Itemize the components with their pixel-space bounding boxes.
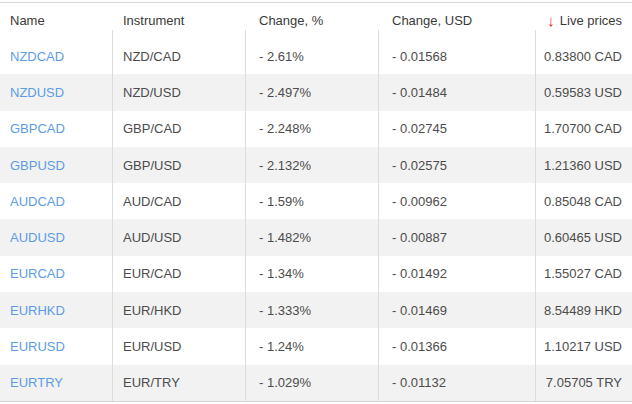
table-row: AUDUSD AUD/USD - 1.482% - 0.00887 0.6046… <box>0 219 632 255</box>
change-pct-cell: - 1.029% <box>245 375 378 390</box>
instrument-cell: EUR/USD <box>112 339 245 354</box>
change-usd-cell: - 0.02575 <box>378 158 535 173</box>
live-price-cell: 7.05705 TRY <box>535 375 632 390</box>
pair-name-link[interactable]: GBPCAD <box>10 121 65 136</box>
pair-name-link[interactable]: EURCAD <box>10 266 65 281</box>
live-price-cell: 0.60465 USD <box>535 230 632 245</box>
column-header-instrument[interactable]: Instrument <box>112 13 245 28</box>
column-divider <box>112 30 113 401</box>
live-price-cell: 0.83800 CAD <box>535 49 632 64</box>
live-price-cell: 1.10217 USD <box>535 339 632 354</box>
column-header-live-prices-label: Live prices <box>560 13 622 28</box>
change-usd-cell: - 0.02745 <box>378 121 535 136</box>
instrument-cell: GBP/USD <box>112 158 245 173</box>
table-row: GBPUSD GBP/USD - 2.132% - 0.02575 1.2136… <box>0 147 632 183</box>
pair-name-link[interactable]: AUDCAD <box>10 194 65 209</box>
change-usd-cell: - 0.00887 <box>378 230 535 245</box>
instrument-cell: EUR/HKD <box>112 303 245 318</box>
change-usd-cell: - 0.01484 <box>378 85 535 100</box>
instrument-cell: NZD/CAD <box>112 49 245 64</box>
instrument-cell: AUD/USD <box>112 230 245 245</box>
pair-name-link[interactable]: GBPUSD <box>10 158 65 173</box>
change-pct-cell: - 1.482% <box>245 230 378 245</box>
live-price-cell: 8.54489 HKD <box>535 303 632 318</box>
column-divider <box>245 30 246 401</box>
column-header-change-usd[interactable]: Change, USD <box>378 13 535 28</box>
live-price-cell: 0.85048 CAD <box>535 194 632 209</box>
change-usd-cell: - 0.01366 <box>378 339 535 354</box>
instrument-cell: NZD/USD <box>112 85 245 100</box>
table-body: NZDCAD NZD/CAD - 2.61% - 0.01568 0.83800… <box>0 38 632 401</box>
table-row: NZDUSD NZD/USD - 2.497% - 0.01484 0.5958… <box>0 74 632 110</box>
table-row: NZDCAD NZD/CAD - 2.61% - 0.01568 0.83800… <box>0 38 632 74</box>
table-row: AUDCAD AUD/CAD - 1.59% - 0.00962 0.85048… <box>0 183 632 219</box>
table-row: GBPCAD GBP/CAD - 2.248% - 0.02745 1.7070… <box>0 111 632 147</box>
live-price-cell: 0.59583 USD <box>535 85 632 100</box>
column-header-change-pct[interactable]: Change, % <box>245 13 378 28</box>
live-price-cell: 1.55027 CAD <box>535 266 632 281</box>
change-usd-cell: - 0.01492 <box>378 266 535 281</box>
live-price-cell: 1.70700 CAD <box>535 121 632 136</box>
pair-name-link[interactable]: NZDUSD <box>10 85 64 100</box>
pair-name-link[interactable]: EURHKD <box>10 303 65 318</box>
column-divider <box>378 30 379 401</box>
change-pct-cell: - 2.497% <box>245 85 378 100</box>
change-usd-cell: - 0.01469 <box>378 303 535 318</box>
change-pct-cell: - 2.61% <box>245 49 378 64</box>
table-row: EURHKD EUR/HKD - 1.333% - 0.01469 8.5448… <box>0 292 632 328</box>
change-usd-cell: - 0.01132 <box>378 375 535 390</box>
table-row: EURUSD EUR/USD - 1.24% - 0.01366 1.10217… <box>0 328 632 364</box>
change-usd-cell: - 0.00962 <box>378 194 535 209</box>
table-header: Name Instrument Change, % Change, USD ↓ L… <box>0 3 632 38</box>
instrument-cell: EUR/TRY <box>112 375 245 390</box>
instrument-cell: EUR/CAD <box>112 266 245 281</box>
change-usd-cell: - 0.01568 <box>378 49 535 64</box>
pair-name-link[interactable]: EURUSD <box>10 339 65 354</box>
change-pct-cell: - 1.59% <box>245 194 378 209</box>
sort-descending-arrow-icon: ↓ <box>547 13 555 28</box>
change-pct-cell: - 2.248% <box>245 121 378 136</box>
live-prices-table: Name Instrument Change, % Change, USD ↓ L… <box>0 0 632 404</box>
table-row: EURCAD EUR/CAD - 1.34% - 0.01492 1.55027… <box>0 256 632 292</box>
live-price-cell: 1.21360 USD <box>535 158 632 173</box>
instrument-cell: AUD/CAD <box>112 194 245 209</box>
change-pct-cell: - 1.333% <box>245 303 378 318</box>
change-pct-cell: - 1.34% <box>245 266 378 281</box>
pair-name-link[interactable]: AUDUSD <box>10 230 65 245</box>
instrument-cell: GBP/CAD <box>112 121 245 136</box>
column-header-live-prices[interactable]: ↓ Live prices <box>535 13 632 28</box>
change-pct-cell: - 2.132% <box>245 158 378 173</box>
column-header-name[interactable]: Name <box>0 13 112 28</box>
table-row: EURTRY EUR/TRY - 1.029% - 0.01132 7.0570… <box>0 365 632 401</box>
change-pct-cell: - 1.24% <box>245 339 378 354</box>
pair-name-link[interactable]: NZDCAD <box>10 49 64 64</box>
column-divider <box>535 30 536 401</box>
bottom-divider <box>0 401 632 402</box>
pair-name-link[interactable]: EURTRY <box>10 375 63 390</box>
